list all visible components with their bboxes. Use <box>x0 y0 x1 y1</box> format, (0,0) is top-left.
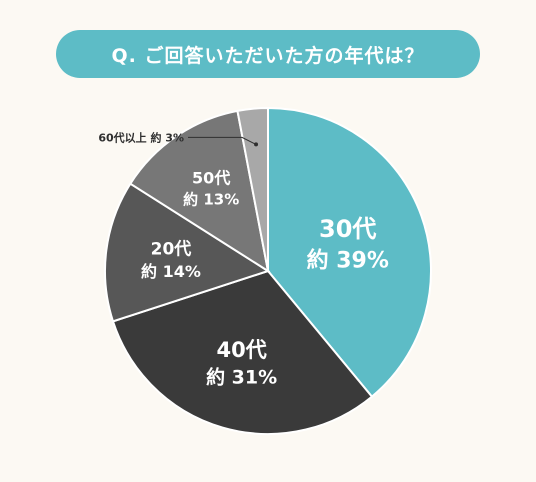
slice-label-category: 20代 <box>151 239 192 260</box>
slice-label-value: 約 31% <box>206 366 277 389</box>
slice-label-value: 約 13% <box>183 191 239 209</box>
callout-line <box>188 136 257 145</box>
pie-slice-50代 <box>128 109 270 274</box>
slice-label-value: 約 39% <box>307 248 389 274</box>
pie-slice-20代 <box>104 182 271 323</box>
chart-title: Q. ご回答いただいた方の年代は？ <box>56 30 480 78</box>
slice-label-category: 40代 <box>217 338 267 362</box>
pie-slice-40代 <box>111 269 374 435</box>
slice-label-value: 約 14% <box>141 262 201 281</box>
slice-label-category: 50代 <box>192 169 230 188</box>
slice-label-category: 30代 <box>319 215 376 243</box>
pie-slices <box>104 106 432 435</box>
slice-label-outside: 60代以上 約 3% <box>98 130 184 144</box>
pie-slice-60代以上 <box>236 106 269 272</box>
pie-slice-30代 <box>267 106 432 399</box>
